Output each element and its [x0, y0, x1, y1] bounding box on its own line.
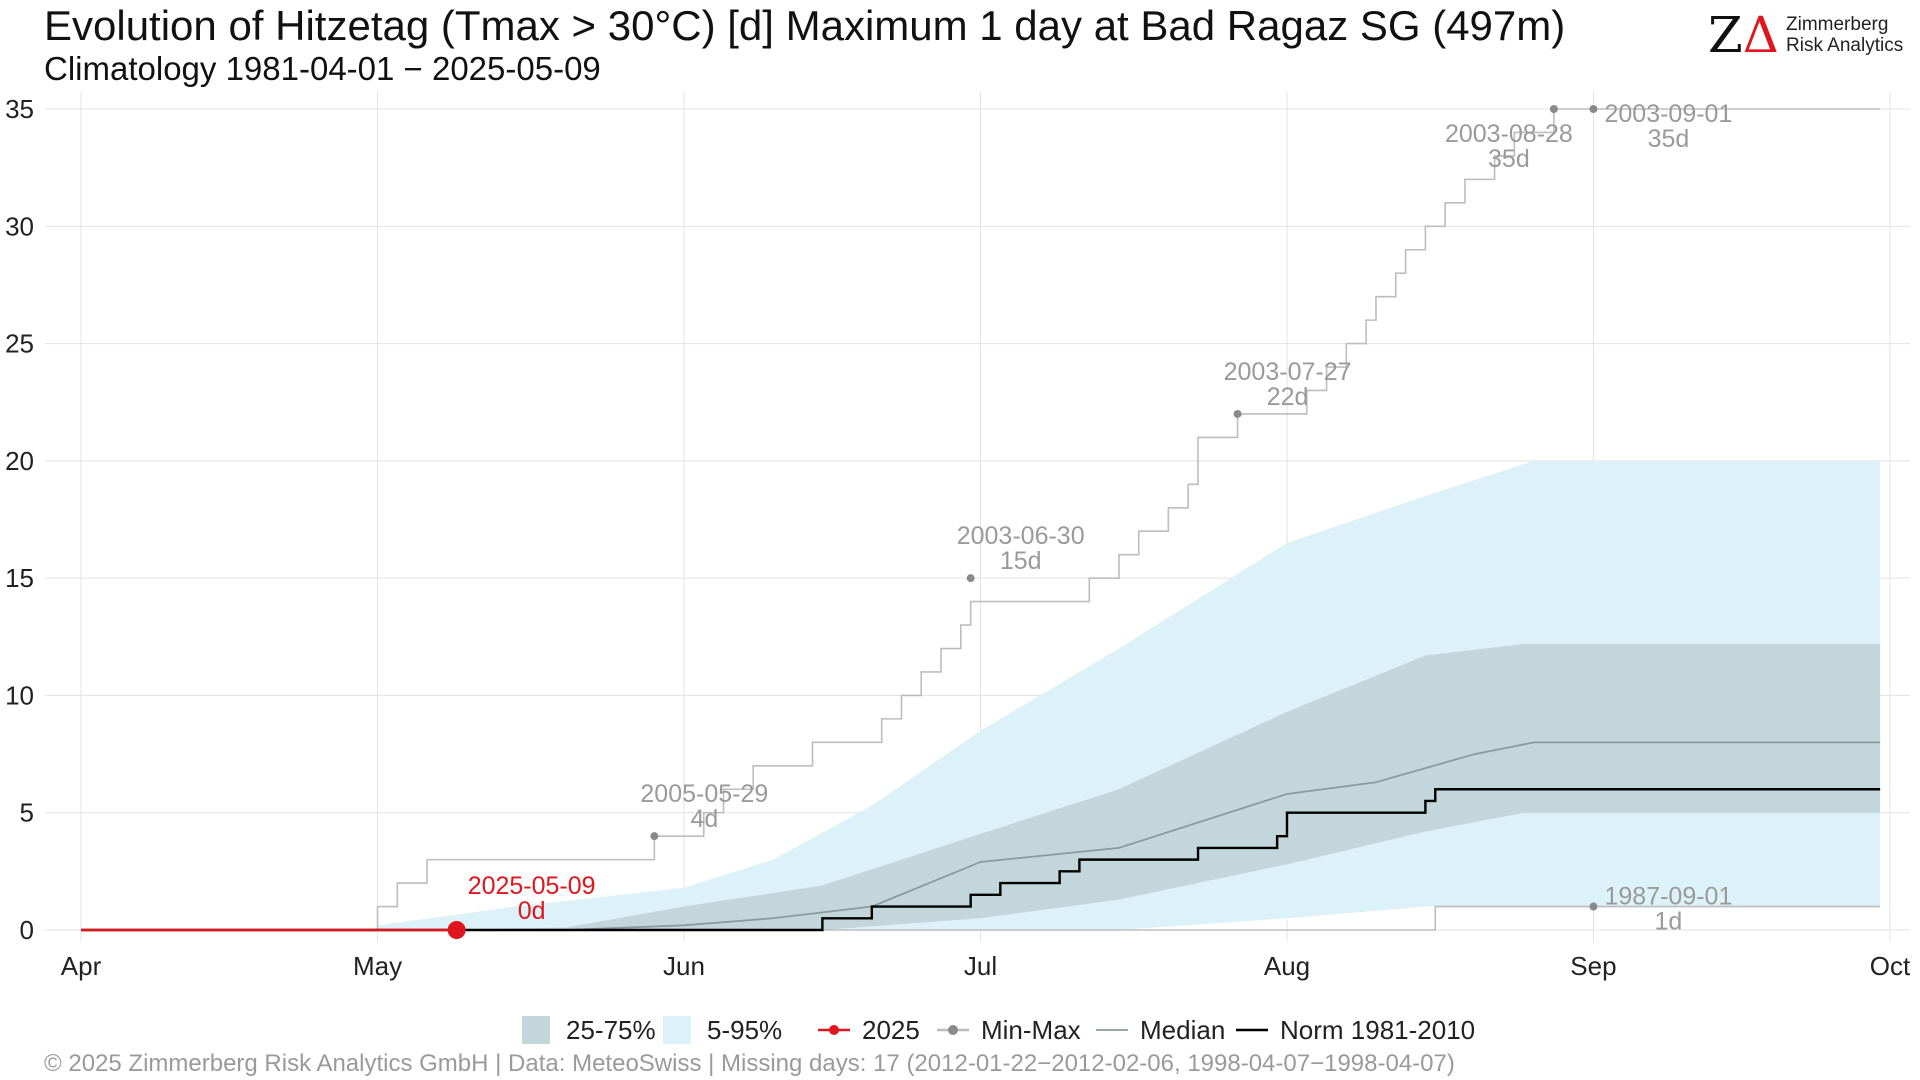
annotation-value: 15d: [1000, 547, 1042, 575]
minmax-point: [967, 574, 975, 582]
annotation-date: 2005-05-29: [640, 780, 768, 808]
legend-label-band_25_75: 25-75%: [566, 1015, 656, 1045]
y-tick-label: 30: [5, 211, 34, 241]
annotation-date: 2003-09-01: [1604, 100, 1732, 128]
annotation-value: 0d: [518, 897, 546, 925]
current-year-point: [448, 921, 466, 939]
legend: 25-75% 5-95% 2025 Min-Max Median Norm 1981-20…: [522, 1015, 1475, 1045]
y-tick-label: 25: [5, 329, 34, 359]
legend-label-norm: Norm 1981-2010: [1280, 1015, 1475, 1045]
x-tick-label: Apr: [61, 951, 102, 981]
legend-label-minmax: Min-Max: [981, 1015, 1081, 1045]
annotation-value: 1d: [1655, 908, 1683, 936]
y-tick-label: 15: [5, 563, 34, 593]
annotation-date: 2003-07-27: [1224, 358, 1352, 386]
legend-label-band_5_95: 5-95%: [707, 1015, 782, 1045]
annotation-date: 1987-09-01: [1604, 883, 1732, 911]
y-tick-label: 35: [5, 94, 34, 124]
legend-swatch-band_25_75: [522, 1016, 550, 1044]
x-tick-label: Aug: [1264, 951, 1310, 981]
annotation-value: 4d: [690, 805, 718, 833]
footer-credits: © 2025 Zimmerberg Risk Analytics GmbH | …: [44, 1050, 1455, 1078]
x-tick-label: May: [353, 951, 402, 981]
annotation-value: 35d: [1648, 125, 1690, 153]
legend-label-median: Median: [1140, 1015, 1225, 1045]
minmax-point: [1234, 410, 1242, 418]
minmax-point: [1550, 105, 1558, 113]
y-tick-label: 5: [20, 798, 34, 828]
legend-point-current: [829, 1025, 839, 1035]
minmax-point: [1589, 903, 1597, 911]
annotation-date: 2003-08-28: [1445, 120, 1573, 148]
annotation-value: 22d: [1267, 383, 1309, 411]
x-tick-label: Jul: [964, 951, 997, 981]
annotation-date: 2003-06-30: [957, 522, 1085, 550]
y-tick-label: 10: [5, 680, 34, 710]
x-tick-label: Sep: [1570, 951, 1616, 981]
annotation-date: 2025-05-09: [468, 872, 596, 900]
legend-swatch-band_5_95: [663, 1016, 691, 1044]
legend-point-minmax: [948, 1025, 958, 1035]
annotation-value: 35d: [1488, 145, 1530, 173]
x-tick-label: Jun: [663, 951, 705, 981]
minmax-point: [1589, 105, 1597, 113]
y-tick-label: 20: [5, 446, 34, 476]
x-tick-label: Oct: [1870, 951, 1911, 981]
legend-label-current: 2025: [862, 1015, 920, 1045]
y-tick-label: 0: [20, 915, 34, 945]
minmax-point: [650, 832, 658, 840]
